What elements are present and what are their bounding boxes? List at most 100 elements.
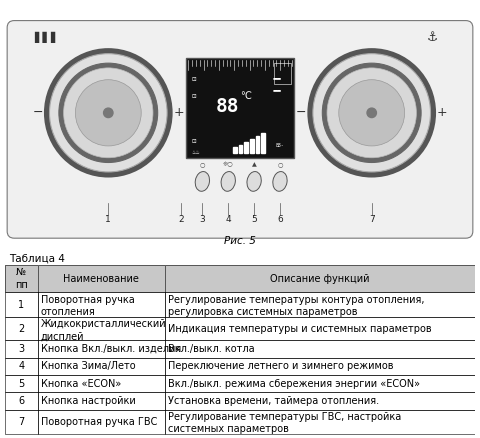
Bar [5,265,38,292]
Bar [261,133,265,153]
Circle shape [59,63,157,162]
Ellipse shape [273,172,287,191]
Circle shape [308,49,435,177]
Text: 1: 1 [18,300,24,310]
Bar [275,63,291,85]
Text: ▌▌▌: ▌▌▌ [35,32,60,43]
Circle shape [313,54,431,172]
Circle shape [339,80,405,146]
Circle shape [323,63,421,162]
Text: ▲: ▲ [252,162,256,167]
Text: 88: 88 [215,97,239,116]
Text: Регулирование температуры контура отопления,
регулировка системных параметров: Регулирование температуры контура отопле… [168,295,424,317]
Text: Описание функций: Описание функций [270,273,370,283]
Text: Переключение летнего и зимнего режимов: Переключение летнего и зимнего режимов [168,361,393,371]
Bar [165,392,475,410]
Bar [165,265,475,292]
Text: ○: ○ [200,162,205,167]
Text: Вкл./выкл. котла: Вкл./выкл. котла [168,344,254,354]
Ellipse shape [195,172,210,191]
Circle shape [367,108,376,117]
Bar [38,292,165,317]
Text: ♨♨: ♨♨ [192,150,200,155]
Text: +: + [174,106,184,119]
Text: Кнопка «ECON»: Кнопка «ECON» [40,379,121,389]
Text: Кнопка настройки: Кнопка настройки [40,396,135,406]
Text: Наименование: Наименование [63,273,139,283]
Bar [38,317,165,340]
Bar [38,265,165,292]
Bar [5,265,38,292]
Bar [165,410,475,434]
Bar [38,375,165,392]
Text: Жидкокристаллический
дисплей: Жидкокристаллический дисплей [40,319,166,342]
Circle shape [327,68,416,158]
Text: ⊡: ⊡ [192,77,196,82]
Text: Установка времени, таймера отопления.: Установка времени, таймера отопления. [168,396,379,406]
Bar [5,340,38,358]
Bar [5,392,38,410]
Bar [250,139,253,153]
Bar [239,145,242,153]
Text: Поворотная ручка
отопления: Поворотная ручка отопления [40,295,134,317]
Text: ▬▬: ▬▬ [273,75,282,80]
Bar [5,375,38,392]
Circle shape [75,80,141,146]
Ellipse shape [247,172,261,191]
Bar [165,317,475,340]
Bar [5,410,38,434]
Circle shape [63,68,153,158]
Text: −: − [33,106,43,119]
Circle shape [104,108,113,117]
Bar [233,147,237,153]
Bar [38,392,165,410]
Text: 2: 2 [18,324,24,334]
Bar [38,340,165,358]
Text: ⊡: ⊡ [192,94,196,99]
Bar [165,358,475,375]
Text: Кнопка Вкл./выкл. изделия: Кнопка Вкл./выкл. изделия [40,344,181,354]
Text: 7: 7 [18,417,24,427]
Text: 88-: 88- [275,143,284,148]
Text: ❊○: ❊○ [223,162,234,168]
Bar [255,136,259,153]
Bar [165,265,475,292]
Bar [186,58,294,158]
Text: №
пп: № пп [15,267,28,290]
Bar [5,317,38,340]
Text: Индикация температуры и системных параметров: Индикация температуры и системных параме… [168,324,431,334]
Text: ⊡: ⊡ [192,139,196,144]
Text: 4: 4 [226,215,231,224]
Text: 7: 7 [369,215,374,224]
Text: −: − [296,106,306,119]
Text: Кнопка Зима/Лето: Кнопка Зима/Лето [40,361,135,371]
Text: 6: 6 [18,396,24,406]
Bar [5,292,38,317]
Text: 6: 6 [277,215,283,224]
Text: 3: 3 [200,215,205,224]
Text: 4: 4 [18,361,24,371]
Text: Регулирование температуры ГВС, настройка
системных параметров: Регулирование температуры ГВС, настройка… [168,412,401,434]
Bar [165,340,475,358]
Text: 3: 3 [18,344,24,354]
Circle shape [49,54,167,172]
Text: Рис. 5: Рис. 5 [224,236,256,246]
Text: Таблица 4: Таблица 4 [10,254,65,263]
Text: ⚓: ⚓ [427,31,439,44]
Text: 5: 5 [18,379,24,389]
Bar [165,375,475,392]
Bar [5,358,38,375]
Bar [38,358,165,375]
FancyBboxPatch shape [7,21,473,238]
Ellipse shape [221,172,235,191]
Text: Вкл./выкл. режима сбережения энергии «ECON»: Вкл./выкл. режима сбережения энергии «EC… [168,379,420,389]
Text: 2: 2 [179,215,184,224]
Bar [38,410,165,434]
Text: 1: 1 [106,215,111,224]
Circle shape [45,49,172,177]
Text: Поворотная ручка ГВС: Поворотная ручка ГВС [40,417,157,427]
Bar [244,141,248,153]
Text: +: + [437,106,447,119]
Text: ℃: ℃ [240,91,251,101]
Text: ○: ○ [277,162,283,167]
